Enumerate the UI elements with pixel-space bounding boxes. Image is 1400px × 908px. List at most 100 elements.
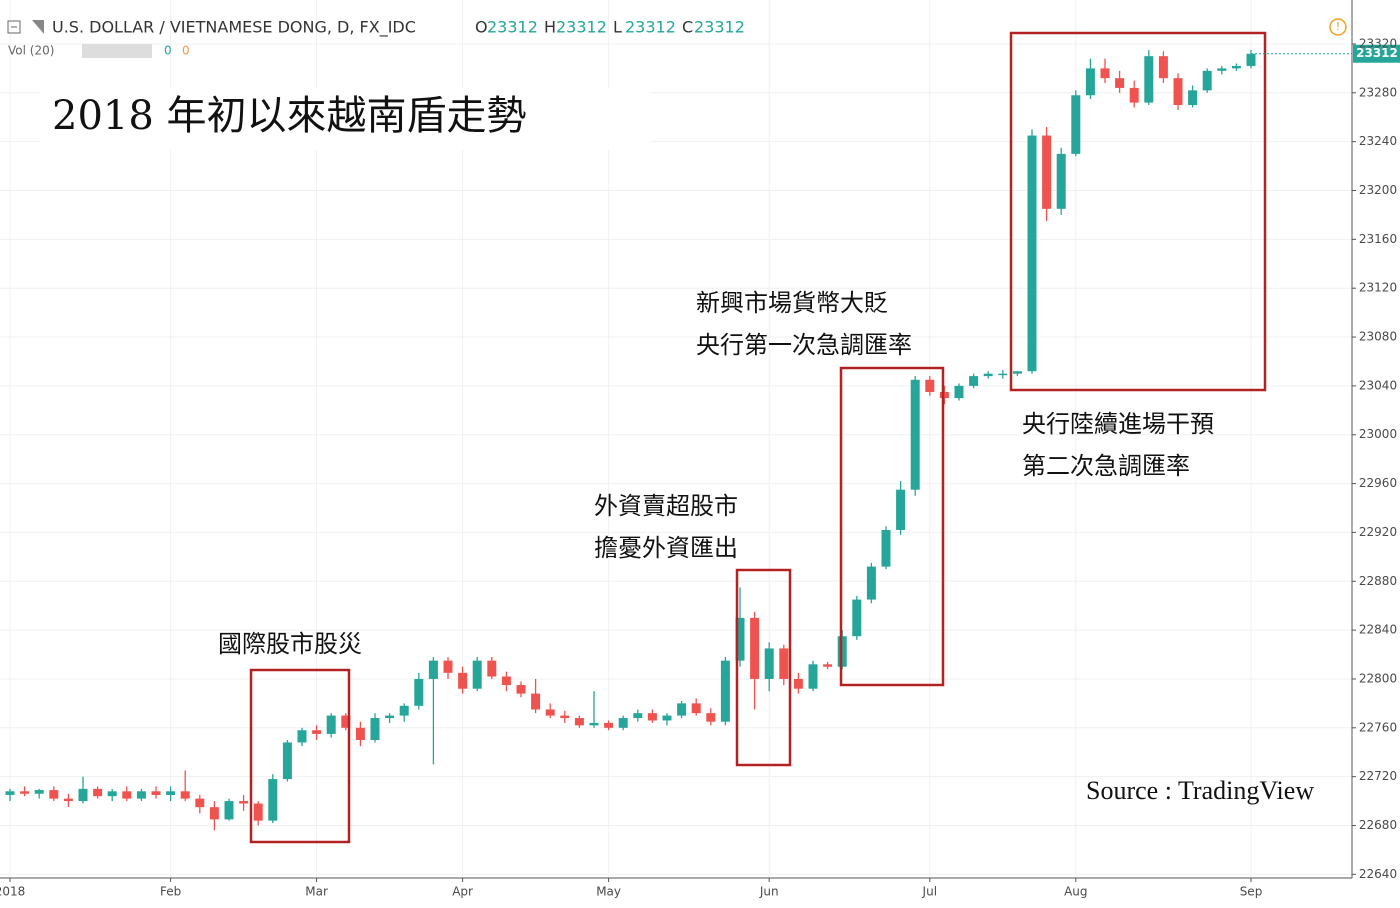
candle-body — [1056, 153, 1066, 209]
y-tick-label: 22840 — [1359, 623, 1397, 637]
candle-body — [516, 685, 526, 694]
header-ohlc-value: 23312 — [556, 18, 607, 37]
candle-body — [1173, 78, 1183, 106]
x-tick-label: May — [596, 885, 621, 899]
candle-body — [852, 599, 862, 637]
candle-body — [910, 379, 920, 490]
annotation-line: 央行第一次急調匯率 — [696, 331, 912, 359]
header-ohlc-label: C — [682, 18, 693, 37]
candle-body — [312, 730, 322, 734]
candle-body — [793, 678, 803, 689]
highlight-box — [249, 668, 351, 844]
chart-title: 2018 年初以來越南盾走勢 — [52, 93, 527, 139]
header-ohlc-value: 23312 — [625, 18, 676, 37]
candle-body — [691, 703, 701, 714]
candle-body — [282, 742, 292, 780]
candle-body — [939, 391, 949, 399]
candle-body — [983, 373, 993, 377]
y-tick-label: 22680 — [1359, 818, 1397, 832]
volume-label: Vol (20) — [8, 44, 54, 58]
collapse-icon[interactable] — [7, 20, 21, 34]
candle-body — [604, 722, 614, 728]
alert-icon-mark: ! — [1336, 20, 1340, 33]
candle-body — [487, 660, 497, 677]
y-tick-label: 23160 — [1359, 232, 1397, 246]
header-ohlc-label: H — [544, 18, 556, 37]
candle-body — [385, 715, 395, 719]
candle-body — [1027, 135, 1037, 372]
y-tick-label: 22720 — [1359, 769, 1397, 783]
candle-body — [633, 713, 643, 719]
annotation-line: 外資賣超股市 — [594, 492, 738, 520]
candle-body — [662, 715, 672, 721]
candle-body — [764, 648, 774, 679]
y-tick-label: 22800 — [1359, 671, 1397, 685]
candles — [5, 50, 1256, 831]
candle-body — [326, 715, 336, 734]
volume-value: 0 — [164, 44, 172, 58]
candle-body — [969, 376, 979, 386]
candle-body — [195, 798, 205, 808]
candle-body — [954, 385, 964, 399]
x-tick-label: Jun — [759, 885, 779, 899]
candle-body — [1085, 68, 1095, 96]
y-tick-label: 23240 — [1359, 134, 1397, 148]
candle-body — [1231, 65, 1241, 69]
annotation-line: 國際股市股災 — [218, 630, 362, 658]
candle-body — [750, 617, 760, 679]
candle-body — [122, 791, 132, 799]
candle-body — [472, 660, 482, 689]
candle-body — [1188, 90, 1198, 106]
candle-body — [589, 722, 599, 726]
x-tick-label: Aug — [1064, 885, 1087, 899]
indicator-controls[interactable] — [82, 44, 152, 58]
annotation-line: 央行陸續進場干預 — [1022, 410, 1214, 438]
candle-body — [735, 617, 745, 661]
grid — [0, 0, 1352, 878]
header-ohlc-value: 23312 — [694, 18, 745, 37]
header-ohlc-label: O — [475, 18, 488, 37]
highlight-box — [839, 366, 945, 687]
candle-body — [560, 715, 570, 719]
candle-body — [1071, 95, 1081, 154]
candle-body — [136, 791, 146, 799]
y-tick-label: 23120 — [1359, 281, 1397, 295]
candle-body — [166, 791, 176, 795]
volume-value: 0 — [182, 44, 190, 58]
candle-body — [1144, 56, 1154, 103]
candle-body — [1042, 135, 1052, 209]
candle-body — [618, 718, 628, 728]
candle-body — [355, 727, 365, 741]
source-note: Source : TradingView — [1086, 776, 1314, 805]
candle-body — [896, 489, 906, 530]
candle-body — [297, 730, 307, 743]
candle-body — [1246, 53, 1256, 66]
highlight-box — [1009, 31, 1267, 392]
x-tick-label: Mar — [305, 885, 328, 899]
candle-body — [1012, 371, 1022, 374]
candle-body — [63, 798, 73, 802]
candle-body — [1115, 78, 1125, 88]
alert-icon[interactable] — [1329, 18, 1347, 36]
candle-body — [866, 566, 876, 600]
candle-body — [239, 801, 249, 804]
candle-body — [428, 660, 438, 679]
candle-body — [180, 791, 190, 799]
candle-body — [370, 718, 380, 741]
candle-body — [823, 664, 833, 667]
candle-body — [93, 788, 103, 797]
candle-body — [677, 703, 687, 716]
candle-body — [341, 715, 351, 728]
candle-body — [925, 379, 935, 392]
candle-body — [720, 660, 730, 722]
symbol-name: U.S. DOLLAR / VIETNAMESE DONG, D, FX_IDC — [52, 18, 416, 38]
candle-body — [574, 718, 584, 726]
annotation-line: 第二次急調匯率 — [1022, 452, 1190, 480]
y-tick-label: 23000 — [1359, 427, 1397, 441]
y-tick-label: 23040 — [1359, 378, 1397, 392]
x-tick-label: Jul — [922, 885, 937, 899]
y-tick-label: 23200 — [1359, 183, 1397, 197]
annotation-line: 新興市場貨幣大貶 — [696, 289, 888, 317]
candle-body — [414, 678, 424, 706]
